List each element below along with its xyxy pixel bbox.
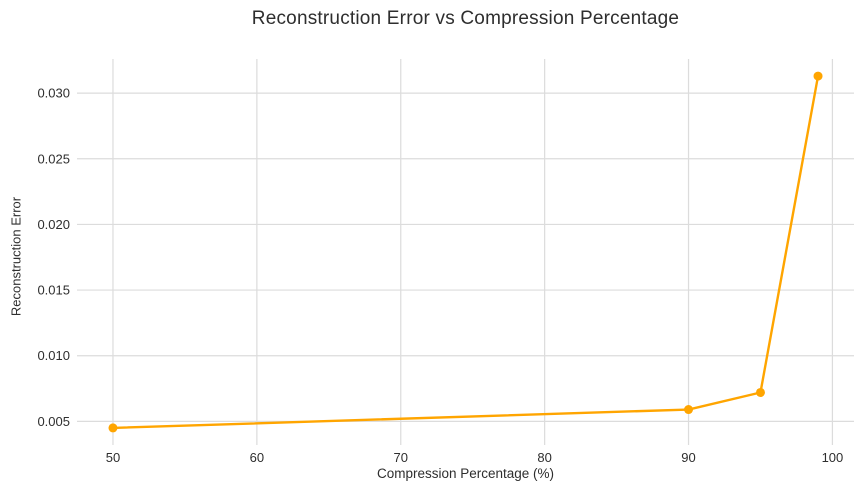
data-point [684,405,694,415]
x-tick-label: 70 [394,450,408,465]
y-tick-label: 0.030 [37,86,70,101]
data-point [755,387,765,397]
data-line [111,74,820,430]
y-tick-label: 0.025 [37,151,70,166]
x-tick-label: 100 [822,450,844,465]
chart-title: Reconstruction Error vs Compression Perc… [251,8,680,29]
x-axis-label: Compression Percentage (%) [376,466,555,481]
y-tick-label: 0.015 [37,283,70,298]
data-point [108,423,118,433]
y-tick-label: 0.020 [37,217,70,232]
y-tick-label: 0.005 [37,414,70,429]
x-tick-label: 50 [106,450,120,465]
x-tick-label: 60 [250,450,264,465]
data-point [813,71,823,81]
y-tick-label: 0.010 [37,348,70,363]
x-tick-label: 80 [537,450,551,465]
x-tick-label: 90 [681,450,695,465]
